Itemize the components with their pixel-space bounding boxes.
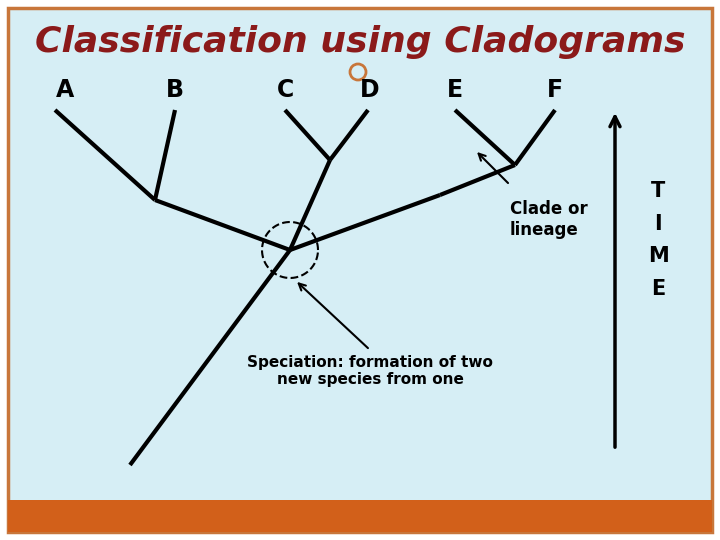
Text: E: E xyxy=(447,78,463,102)
Text: F: F xyxy=(547,78,563,102)
Text: D: D xyxy=(360,78,380,102)
Text: T
I
M
E: T I M E xyxy=(647,181,668,299)
Text: C: C xyxy=(276,78,294,102)
Text: B: B xyxy=(166,78,184,102)
Text: Clade or
lineage: Clade or lineage xyxy=(510,200,588,239)
Bar xyxy=(8,500,712,532)
Text: Classification using Cladograms: Classification using Cladograms xyxy=(35,25,685,59)
Text: A: A xyxy=(56,78,74,102)
Text: Speciation: formation of two
new species from one: Speciation: formation of two new species… xyxy=(247,355,493,387)
